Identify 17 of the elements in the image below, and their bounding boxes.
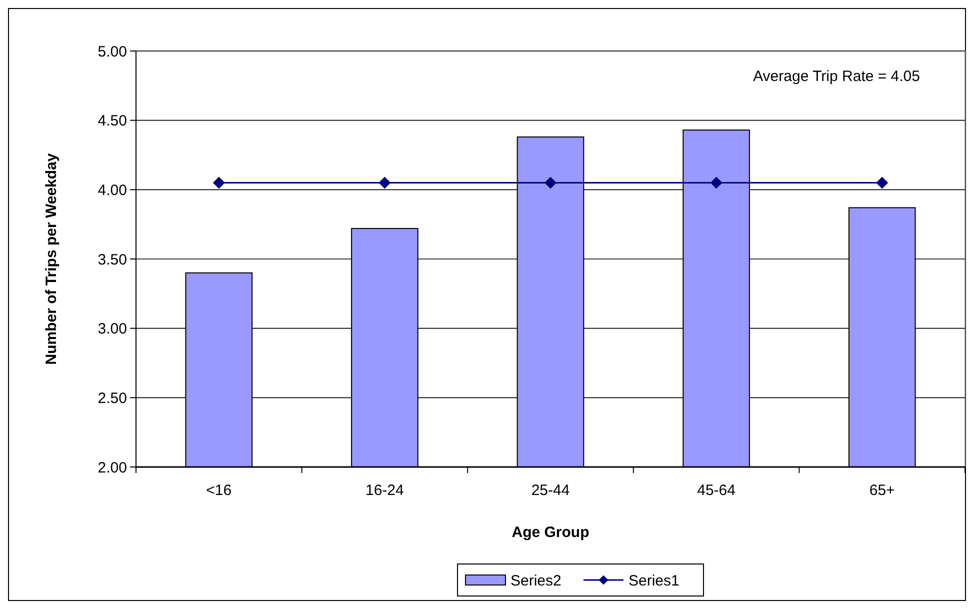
y-axis-title: Number of Trips per Weekday <box>43 152 60 365</box>
legend-label: Series1 <box>628 572 680 590</box>
y-tick-label: 5.00 <box>98 43 127 60</box>
annotation: Average Trip Rate = 4.05 <box>753 68 920 85</box>
x-tick-label: 65+ <box>869 482 896 499</box>
y-tick-label: 3.00 <box>98 320 127 338</box>
y-tick-label: 4.00 <box>98 182 127 199</box>
x-tick-label: 45-64 <box>697 482 736 499</box>
x-tick-label: <16 <box>206 482 232 499</box>
x-axis-title: Age Group <box>512 524 590 541</box>
y-tick-label: 2.00 <box>98 459 127 476</box>
y-tick-label: 4.50 <box>98 112 127 130</box>
y-tick-label: 3.50 <box>98 251 127 268</box>
x-tick-label: 16-24 <box>366 482 404 499</box>
legend-label: Series2 <box>510 572 562 590</box>
x-tick-label: 25-44 <box>531 482 570 499</box>
y-tick-label: 2.50 <box>98 390 127 407</box>
